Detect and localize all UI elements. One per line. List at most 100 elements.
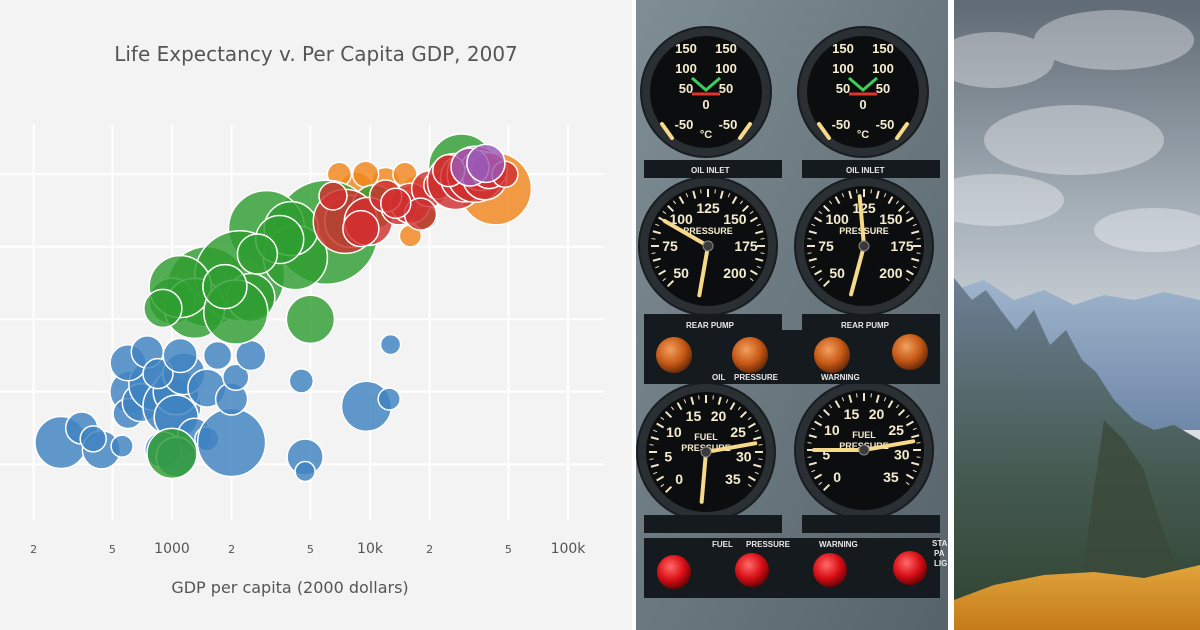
data-bubble[interactable] — [79, 425, 107, 453]
data-bubble[interactable] — [379, 333, 402, 356]
data-bubble[interactable] — [318, 181, 348, 211]
gauge-scale-number: 15 — [686, 408, 702, 424]
data-bubble[interactable] — [380, 187, 412, 220]
bubble-layer — [34, 133, 533, 483]
temp-unit-label: °C — [700, 129, 712, 141]
data-bubble[interactable] — [143, 288, 183, 329]
gauge-scale-number: 5 — [822, 446, 830, 462]
data-bubble[interactable] — [146, 427, 198, 480]
gauge-scale-number: 50 — [673, 265, 689, 281]
data-bubble[interactable] — [466, 143, 506, 184]
data-bubble[interactable] — [110, 434, 134, 458]
x-tick-label: 5 — [505, 543, 512, 556]
gauge-scale-number: 30 — [894, 446, 910, 462]
gauge-needle — [817, 122, 831, 140]
gauge-scale-number: 100 — [825, 211, 849, 227]
data-bubble[interactable] — [288, 368, 315, 394]
x-tick-label: 1000 — [154, 541, 190, 557]
data-bubble[interactable] — [222, 363, 250, 392]
gauge-scale-number: 150 — [872, 41, 894, 56]
gauge-scale-number: 50 — [836, 81, 850, 96]
plate-labels: OIL INLET OIL INLET REAR PUMP REAR PUMP … — [686, 166, 948, 568]
gauge-needle — [857, 194, 866, 248]
gauge-needle — [699, 450, 708, 504]
data-bubble[interactable] — [235, 339, 267, 372]
gauge-scale-number: 150 — [832, 41, 854, 56]
side-text-pa: PA — [934, 549, 945, 558]
gauge-scale-number: 20 — [869, 406, 885, 422]
gauge-needle — [662, 219, 710, 248]
data-bubble[interactable] — [236, 233, 279, 275]
gauge-face — [650, 36, 762, 148]
gauge-scale-number: -50 — [675, 117, 694, 132]
data-bubble[interactable] — [285, 294, 336, 345]
chart-title: Life Expectancy v. Per Capita GDP, 2007 — [114, 42, 518, 66]
gauge-scale-number: 125 — [852, 200, 876, 216]
x-tick-label: 2 — [426, 543, 433, 556]
gauge-scale-number: 150 — [715, 41, 737, 56]
oil-warning-lights — [656, 334, 928, 373]
gauge-scale-number: 25 — [730, 424, 746, 440]
gauge-scale-number: 175 — [734, 238, 758, 254]
label-plates — [644, 160, 940, 598]
gauge-scale-number: 200 — [879, 265, 903, 281]
oil-pressure-label: PRESSURE — [734, 373, 779, 382]
gauge-scale-number: 100 — [832, 61, 854, 76]
fuel-label: FUEL — [712, 540, 733, 549]
gauge-scale-number: 125 — [696, 200, 720, 216]
data-bubble[interactable] — [202, 340, 233, 371]
data-bubble[interactable] — [202, 263, 248, 310]
x-tick-label: 100k — [551, 541, 587, 557]
data-bubble[interactable] — [294, 460, 316, 483]
clouds — [954, 10, 1200, 252]
side-text-lig: LIG — [934, 559, 947, 568]
gauge-scale-number: 20 — [711, 408, 727, 424]
mountain-landscape-photo — [954, 0, 1200, 630]
fuel-pressure-label: PRESSURE — [746, 540, 791, 549]
gauge-face-label: FUEL — [852, 430, 876, 440]
fuel-warning-lights — [657, 551, 927, 589]
warning-label: WARNING — [821, 373, 860, 382]
panel-divider — [632, 0, 636, 630]
gauge-scale-number: 175 — [890, 238, 914, 254]
rear-pump-label-2: REAR PUMP — [841, 321, 890, 330]
gauge-needle — [738, 122, 752, 140]
x-tick-label: 5 — [109, 543, 116, 556]
gauge-scale-number: 35 — [883, 469, 899, 485]
gauge-scale-number: 100 — [675, 61, 697, 76]
gauge-needle — [862, 439, 916, 452]
x-tick-label: 10k — [357, 541, 384, 557]
data-bubble[interactable] — [196, 407, 267, 478]
gauge-scale-number: 100 — [872, 61, 894, 76]
fuel-warning-label: WARNING — [819, 540, 858, 549]
data-bubble[interactable] — [162, 337, 198, 374]
gauge-scale-number: 75 — [662, 238, 678, 254]
gauge-scale-number: 100 — [669, 211, 693, 227]
gauge-scale-number: 150 — [879, 211, 903, 227]
gauge-scale-number: 50 — [719, 81, 733, 96]
scatter-plot[interactable]: 2 5 1000 2 5 10k 2 5 100k — [0, 0, 632, 630]
panel-divider — [948, 0, 954, 630]
gauge-scale-number: 100 — [715, 61, 737, 76]
data-bubble[interactable] — [142, 357, 174, 390]
gauge-scale-number: -50 — [876, 117, 895, 132]
chart-panel: Life Expectancy v. Per Capita GDP, 2007 … — [0, 0, 632, 630]
gauge-scale-number: 200 — [723, 265, 747, 281]
gauge-scale-number: 0 — [702, 97, 709, 112]
gauge-scale-number: 75 — [818, 238, 834, 254]
gauge-scale-number: 50 — [679, 81, 693, 96]
gauge-face — [807, 36, 919, 148]
oil-label: OIL — [712, 373, 725, 382]
gauge-scale-number: 5 — [664, 448, 672, 464]
data-bubble[interactable] — [342, 209, 380, 248]
gauge-scale-number: 0 — [859, 97, 866, 112]
side-text-sta: STA — [932, 539, 948, 548]
rear-pump-label-1: REAR PUMP — [686, 321, 735, 330]
x-tick-label: 2 — [30, 543, 37, 556]
x-tick-label: 2 — [228, 543, 235, 556]
gauge-scale-number: 25 — [888, 422, 904, 438]
data-bubble[interactable] — [377, 387, 401, 411]
gauge-needle — [849, 244, 866, 297]
